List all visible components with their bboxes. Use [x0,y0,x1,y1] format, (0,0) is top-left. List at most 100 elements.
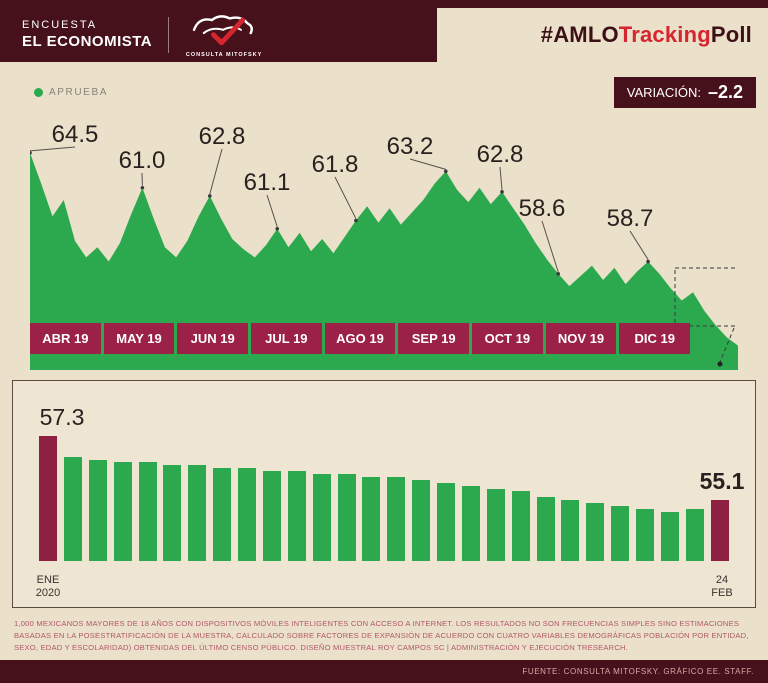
month-axis-strip: ABR 19 MAY 19 JUN 19 JUL 19 AGO 19 SEP 19 OCT … [30,323,691,354]
daily-bar [88,459,107,561]
daily-bar [312,474,331,561]
logo-wordmark: CONSULTA MITOFSKY [185,52,263,58]
annotation-leader-line [209,148,223,195]
daily-bar [188,465,207,561]
bar-series [39,436,729,561]
annotation-anchor-dot [354,218,358,223]
last-bar-x-label: 24 FEB [711,573,733,600]
annotation-anchor-dot [30,151,32,155]
ram-checkmark-icon [185,12,263,51]
daily-bar [337,474,356,561]
brand-text-block: ENCUESTA EL ECONOMISTA [22,19,152,52]
area-value-label: 63.2 [387,133,434,160]
brand-kicker: ENCUESTA [22,18,98,31]
daily-bar [660,511,679,561]
area-value-label: 58.7 [607,205,654,232]
annotation-leader-line [541,220,559,273]
area-value-label: 64.5 [52,121,99,148]
area-value-label: 61.8 [312,151,359,178]
annotation-anchor-dot [646,259,650,264]
header-divider [168,17,170,53]
daily-bar [163,465,182,561]
month-cell: DIC 19 [619,323,691,354]
annotation-leader-line [499,166,503,190]
approval-area-shape [30,152,738,370]
first-bar-x-label: ENE 2020 [35,573,61,600]
area-value-label: 62.8 [199,123,246,150]
area-value-label: 61.1 [244,169,291,196]
annotation-leader-line [334,176,357,219]
daily-bar [113,462,132,561]
month-cell: MAY 19 [103,323,175,354]
area-value-label: 58.6 [519,195,566,222]
daily-bar [213,468,232,561]
meta-row: APRUEBA VARIACIÓN: –2.2 [34,76,756,108]
area-value-label: 61.0 [119,147,166,174]
header: ENCUESTA EL ECONOMISTA CONSULTA MITOFSKY… [0,8,768,62]
consulta-mitofsky-logo: CONSULTA MITOFSKY [185,12,263,58]
month-cell: OCT 19 [472,323,543,354]
header-hashtag-block: #AMLOTrackingPoll [437,8,768,62]
hashtag-title: #AMLOTrackingPoll [541,22,752,48]
hashtag-suffix: Poll [710,22,752,47]
daily-bar [437,482,455,561]
daily-bar-panel: 57.3 55.1 ENE 2020 24 FEB [12,380,756,608]
first-bar-value-label: 57.3 [39,404,85,431]
daily-bar [412,479,431,561]
area-chart-svg: 64.5 61.0 62.8 61.1 61.8 63.2 62.8 58.6 58.7 [30,121,738,370]
daily-bar [486,488,505,561]
source-text: FUENTE: CONSULTA MITOFSKY. GRÁFICO EE. S… [522,667,754,676]
month-cell: JUL 19 [251,323,322,354]
source-footer: FUENTE: CONSULTA MITOFSKY. GRÁFICO EE. S… [0,660,768,683]
variation-label: VARIACIÓN: [626,84,701,100]
daily-bar [536,497,555,561]
daily-bar [710,500,729,561]
header-brand-block: ENCUESTA EL ECONOMISTA CONSULTA MITOFSKY [0,8,437,62]
month-cell: JUN 19 [177,323,249,354]
daily-bar [636,508,654,561]
annotation-anchor-dot [500,190,504,194]
daily-bar [685,508,704,561]
daily-bar [262,471,281,561]
daily-bar [461,485,480,561]
daily-bar [586,503,605,561]
annotation-leader-line [30,146,76,152]
daily-bar [238,468,256,561]
approval-area-chart: 64.5 61.0 62.8 61.1 61.8 63.2 62.8 58.6 58.7 ABR… [30,116,738,370]
daily-bar [362,476,381,561]
highlight-pointer-line [719,327,735,363]
hashtag-prefix: #AMLO [540,22,619,47]
month-cell: AGO 19 [324,323,396,354]
annotation-leader-line [629,230,649,260]
last-bar-value-label: 55.1 [699,468,745,495]
annotation-anchor-dot [444,169,448,174]
month-cell: SEP 19 [398,323,470,354]
hashtag-accent: Tracking [618,22,711,47]
annotation-anchor-dot [140,185,145,190]
annotation-anchor-dot [275,226,280,231]
month-cell: NOV 19 [545,323,617,354]
daily-bar [287,471,306,561]
variation-badge: VARIACIÓN: –2.2 [613,76,756,108]
top-border-strip [0,0,768,8]
legend-dot-icon [34,87,43,97]
legend-label: APRUEBA [49,86,108,98]
daily-bar [511,491,530,561]
recent-period-highlight-box [674,267,738,327]
annotation-anchor-dot [556,272,560,276]
daily-bar [611,505,630,561]
month-cell: ABR 19 [30,323,101,354]
annotation-leader-line [266,194,278,227]
area-value-label: 62.8 [477,141,524,168]
annotation-leader-line [409,158,446,170]
brand-name: EL ECONOMISTA [22,32,153,50]
methodology-footnote: 1,000 MEXICANOS MAYORES DE 18 AÑOS CON D… [14,619,749,652]
daily-bar [39,436,57,561]
daily-bar [63,456,82,561]
highlight-end-dot [717,361,723,367]
daily-bar [387,476,406,561]
daily-bar [561,500,580,561]
annotation-anchor-dot [208,194,212,198]
daily-bar [138,462,157,561]
variation-value: –2.2 [707,81,743,102]
